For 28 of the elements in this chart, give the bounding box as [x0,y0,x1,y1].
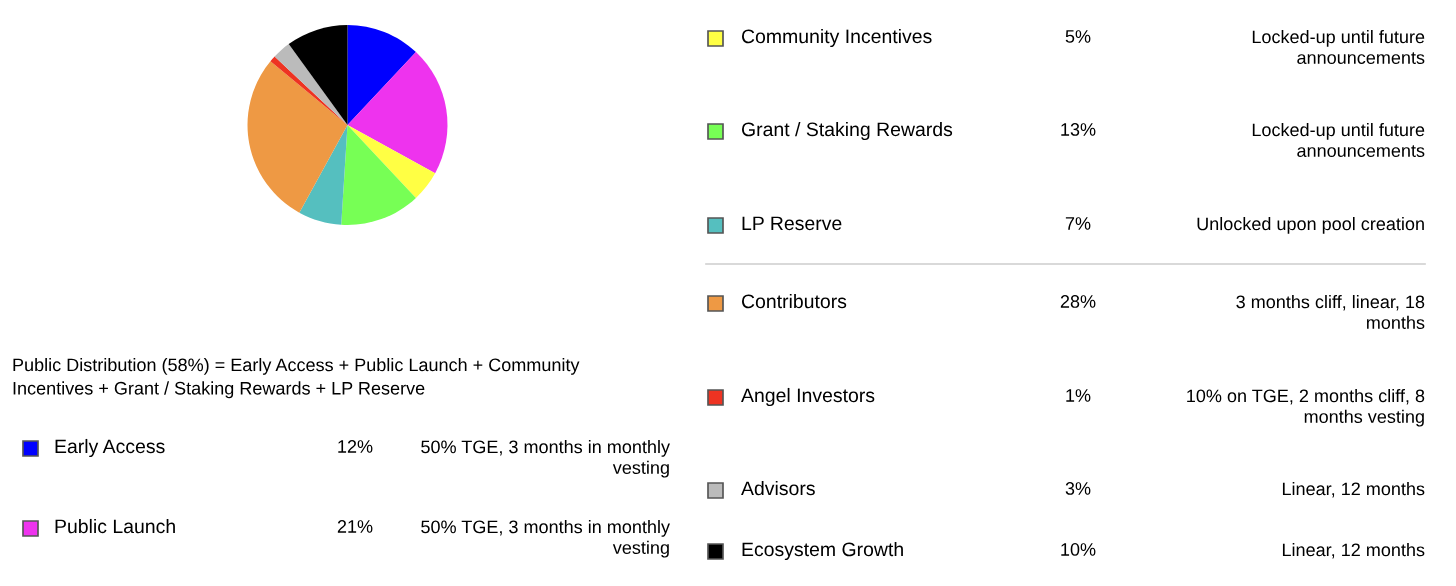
data-label: 10% [1061,543,1096,556]
legend-label: Advisors [741,480,815,496]
data-label: 12% [338,440,373,453]
data-label: 5% [1065,30,1091,43]
text: Unlocked upon pool creation [1197,217,1424,234]
data-label: 13% [1061,123,1096,136]
data-label: 21% [337,520,373,533]
text: Public Distribution (58%) = Early Access + Public Launch + Community Incentives + Grant / Staking Rewards + LP Reserve [13,358,580,399]
text: 50% TGE, 3 months in monthly vesting [421,440,670,478]
legend-label: Contributors [741,293,847,309]
legend-label: Angel Investors [741,387,875,407]
text: Locked-up until future announcements [1252,123,1425,158]
text: Linear, 12 months [1282,482,1425,498]
legend-label: Ecosystem Growth [742,541,903,561]
text: Locked-up until future announcements [1252,30,1425,65]
text: 3 months cliff, linear, 18 months [1236,295,1425,330]
text: 50% TGE, 3 months in monthly vesting [421,520,670,558]
data-label: 28% [1060,295,1096,308]
text: 10% on TGE, 2 months cliff, 8 months vesting [1187,389,1425,427]
legend-label: Public Launch [55,518,175,534]
data-label: 3% [1065,482,1091,495]
legend-label: Early Access [55,438,165,458]
legend-label: LP Reserve [742,216,842,231]
text: Linear, 12 months [1282,543,1425,559]
legend-label: Community Incentives [741,28,932,48]
data-label: 1% [1066,389,1091,402]
legend-label: Grant / Staking Rewards [741,121,953,141]
data-label: 7% [1065,217,1091,230]
